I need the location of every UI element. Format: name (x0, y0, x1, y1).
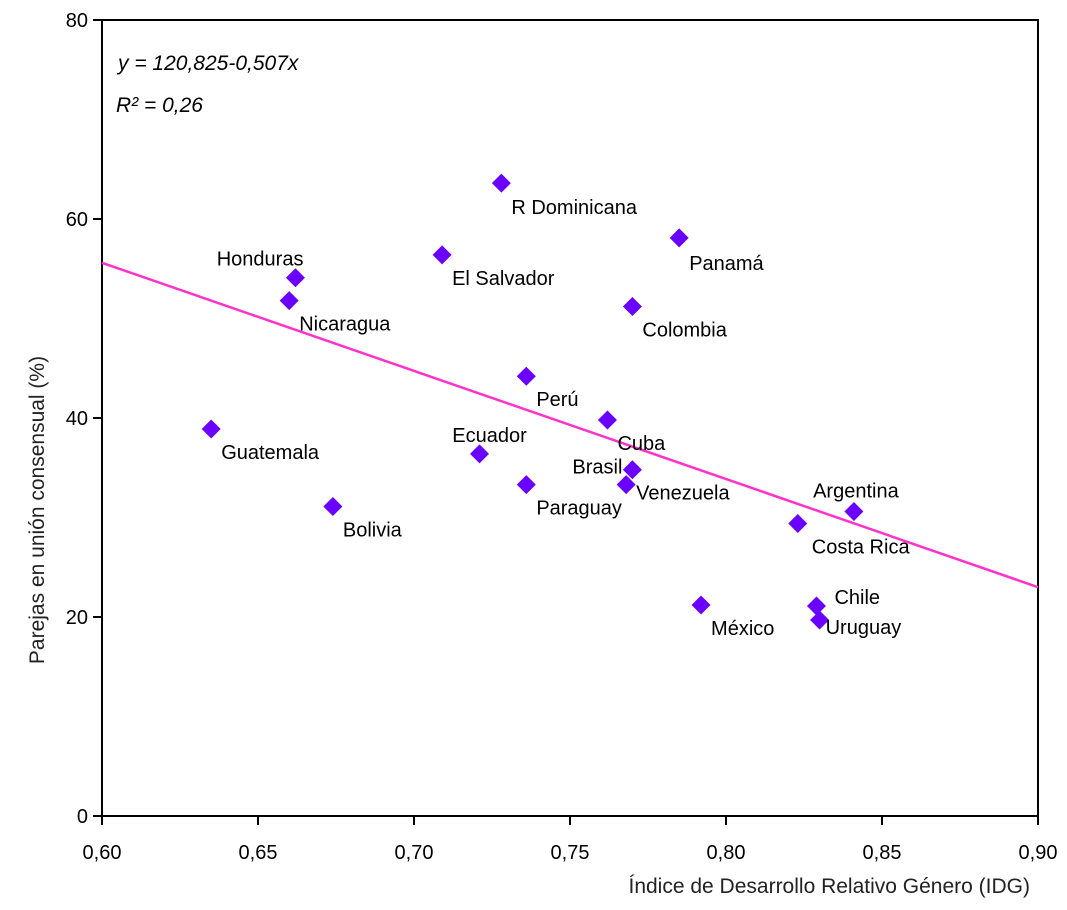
trend-line (101, 261, 1039, 589)
r-squared: R² = 0,26 (116, 94, 203, 117)
axis-ticks (93, 19, 1039, 825)
plot-frame (101, 19, 1039, 817)
data-point (788, 513, 808, 533)
data-point-label: R Dominicana (511, 197, 637, 219)
data-point (323, 497, 343, 517)
data-point-label: Ecuador (452, 425, 527, 447)
x-tick-label: 0,70 (395, 842, 434, 864)
data-point-label: Venezuela (636, 483, 730, 505)
y-tick-label: 20 (66, 607, 88, 629)
data-point-labels: R Dominicana Panamá El Salvador Honduras Nic… (217, 197, 911, 640)
data-point (470, 444, 490, 464)
x-axis-title: Índice de Desarrollo Relativo Género (ID… (628, 875, 1030, 898)
x-tick-label: 0,90 (1019, 842, 1058, 864)
data-point (622, 460, 642, 480)
x-tick-label: 0,75 (551, 842, 590, 864)
data-point (810, 610, 830, 630)
data-point-label: Costa Rica (812, 536, 911, 558)
data-point-label: Argentina (813, 481, 899, 503)
y-tick-label: 80 (66, 10, 88, 32)
data-point (597, 410, 617, 430)
y-tick-label: 40 (66, 408, 88, 430)
data-point-label: Panamá (689, 253, 764, 275)
data-point (432, 245, 452, 265)
data-point (516, 475, 536, 495)
x-tick-label: 0,65 (239, 842, 278, 864)
data-point-label: Colombia (642, 320, 727, 342)
axis-tick-labels: 0,60 0,65 0,70 0,75 0,80 0,85 0,90 0 20 40 60 80 (66, 10, 1058, 864)
data-point (806, 596, 826, 616)
data-point-label: Nicaragua (299, 314, 391, 336)
data-point-label: El Salvador (452, 268, 555, 290)
data-point (844, 502, 864, 522)
x-tick-label: 0,60 (83, 842, 122, 864)
y-tick-label: 60 (66, 209, 88, 231)
data-point (285, 268, 305, 288)
data-point-label: Cuba (617, 433, 666, 455)
data-point-label: Bolivia (343, 520, 403, 542)
data-point (691, 595, 711, 615)
y-axis-title: Parejas en unión consensual (%) (26, 356, 49, 664)
data-point (622, 297, 642, 317)
data-point-label: Honduras (217, 249, 304, 271)
data-point-label: México (711, 618, 774, 640)
data-points (201, 173, 864, 630)
data-point-label: Brasil (572, 457, 622, 479)
data-point (279, 291, 299, 311)
data-point-label: Uruguay (826, 617, 902, 639)
x-tick-label: 0,80 (707, 842, 746, 864)
data-point (516, 366, 536, 386)
data-point-label: Perú (536, 389, 578, 411)
data-point-label: Guatemala (221, 442, 320, 464)
data-point-label: Chile (834, 587, 880, 609)
data-point-label: Paraguay (536, 498, 622, 520)
data-point (201, 419, 221, 439)
y-tick-label: 0 (77, 806, 88, 828)
x-tick-label: 0,85 (863, 842, 902, 864)
data-point (491, 173, 511, 193)
regression-equation: y = 120,825-0,507x (116, 52, 300, 75)
data-point (669, 228, 689, 248)
data-point (616, 475, 636, 495)
